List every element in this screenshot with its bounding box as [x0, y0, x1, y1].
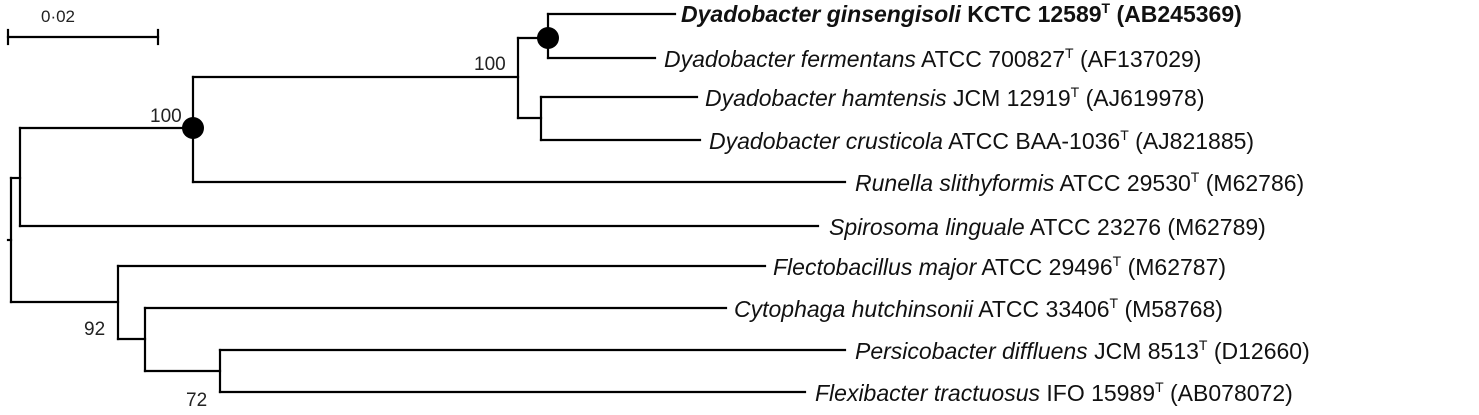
taxon-label: Dyadobacter fermentans ATCC 700827T (AF1… [664, 45, 1201, 72]
bootstrap-value: 100 [474, 54, 506, 75]
taxon-label: Flectobacillus major ATCC 29496T (M62787… [773, 253, 1226, 280]
bootstrap-values: 100 100 92 72 [84, 54, 506, 411]
tree-branches [6, 12, 847, 394]
taxon-label: Dyadobacter crusticola ATCC BAA-1036T (A… [709, 127, 1254, 154]
scale-bar: 0·02 [6, 7, 160, 46]
taxon-label: Persicobacter diffluens JCM 8513T (D1266… [855, 337, 1310, 364]
taxon-label: Cytophaga hutchinsonii ATCC 33406T (M587… [734, 295, 1223, 322]
node-marker [182, 117, 204, 139]
taxon-labels: Dyadobacter ginsengisoli KCTC 12589T (AB… [664, 0, 1310, 406]
taxon-label: Dyadobacter ginsengisoli KCTC 12589T (AB… [681, 0, 1242, 27]
bootstrap-value: 100 [150, 106, 182, 127]
taxon-label: Runella slithyformis ATCC 29530T (M62786… [855, 169, 1304, 196]
node-marker [537, 27, 559, 49]
scale-bar-label: 0·02 [41, 7, 75, 26]
bootstrap-value: 92 [84, 319, 105, 340]
bootstrap-value: 72 [186, 390, 207, 411]
taxon-label: Dyadobacter hamtensis JCM 12919T (AJ6199… [705, 84, 1205, 111]
taxon-label: Spirosoma linguale ATCC 23276 (M62789) [829, 214, 1266, 240]
taxon-label: Flexibacter tractuosus IFO 15989T (AB078… [815, 379, 1293, 406]
